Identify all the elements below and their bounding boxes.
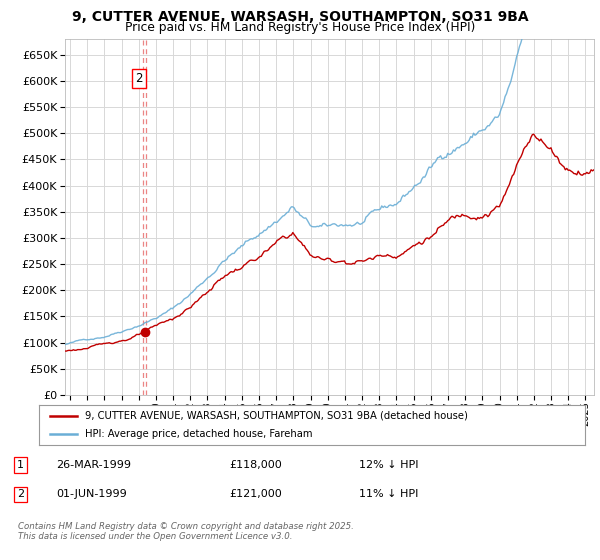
Text: Price paid vs. HM Land Registry's House Price Index (HPI): Price paid vs. HM Land Registry's House … xyxy=(125,21,475,34)
Text: Contains HM Land Registry data © Crown copyright and database right 2025.
This d: Contains HM Land Registry data © Crown c… xyxy=(18,522,354,542)
Text: 1: 1 xyxy=(17,460,24,470)
Text: 2: 2 xyxy=(135,72,143,85)
Text: 26-MAR-1999: 26-MAR-1999 xyxy=(56,460,131,470)
Text: 12% ↓ HPI: 12% ↓ HPI xyxy=(359,460,418,470)
Text: 9, CUTTER AVENUE, WARSASH, SOUTHAMPTON, SO31 9BA (detached house): 9, CUTTER AVENUE, WARSASH, SOUTHAMPTON, … xyxy=(85,411,468,421)
Text: 01-JUN-1999: 01-JUN-1999 xyxy=(56,489,127,500)
Text: 11% ↓ HPI: 11% ↓ HPI xyxy=(359,489,418,500)
Text: £121,000: £121,000 xyxy=(229,489,282,500)
Text: 2: 2 xyxy=(17,489,24,500)
Text: 9, CUTTER AVENUE, WARSASH, SOUTHAMPTON, SO31 9BA: 9, CUTTER AVENUE, WARSASH, SOUTHAMPTON, … xyxy=(71,10,529,24)
Text: £118,000: £118,000 xyxy=(229,460,282,470)
Text: HPI: Average price, detached house, Fareham: HPI: Average price, detached house, Fare… xyxy=(85,430,313,439)
